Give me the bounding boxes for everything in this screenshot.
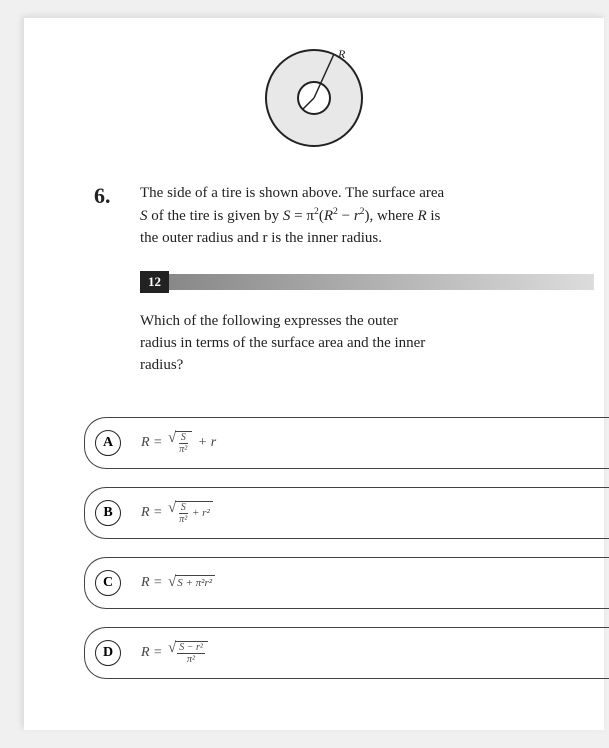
tag-bar — [169, 274, 594, 290]
choice-formula-B: R = Sπ² + r² — [141, 501, 213, 525]
choice-B[interactable]: B R = Sπ² + r² — [84, 487, 609, 539]
choice-D[interactable]: D R = S − r²π² — [84, 627, 609, 679]
sq-line1: Which of the following expresses the out… — [140, 313, 398, 329]
q-line3: the outer radius and r is the inner radi… — [140, 230, 382, 246]
page: R 6. The side of a tire is shown above. … — [24, 18, 604, 730]
question-text: The side of a tire is shown above. The s… — [140, 183, 444, 249]
tag-row: 12 — [24, 271, 604, 293]
choice-formula-C: R = S + π²r² — [141, 575, 215, 591]
choice-formula-D: R = S − r²π² — [141, 641, 208, 665]
label-R: R — [337, 47, 346, 61]
choice-formula-A: R = Sπ² + r — [141, 431, 216, 455]
question-row: 6. The side of a tire is shown above. Th… — [24, 183, 604, 249]
choice-letter-B: B — [95, 500, 121, 526]
choice-C[interactable]: C R = S + π²r² — [84, 557, 609, 609]
tire-svg: R — [254, 38, 374, 158]
sq-line2: radius in terms of the surface area and … — [140, 335, 425, 351]
tag-badge: 12 — [140, 271, 169, 293]
choice-letter-C: C — [95, 570, 121, 596]
choice-letter-A: A — [95, 430, 121, 456]
choices-list: A R = Sπ² + r B R = Sπ² + r² C R = S + π… — [24, 417, 604, 679]
choice-A[interactable]: A R = Sπ² + r — [84, 417, 609, 469]
tire-figure: R — [24, 38, 604, 163]
subquestion: Which of the following expresses the out… — [24, 311, 604, 376]
choice-letter-D: D — [95, 640, 121, 666]
question-number: 6. — [94, 183, 122, 209]
q-line1: The side of a tire is shown above. The s… — [140, 185, 444, 201]
sq-line3: radius? — [140, 357, 183, 373]
